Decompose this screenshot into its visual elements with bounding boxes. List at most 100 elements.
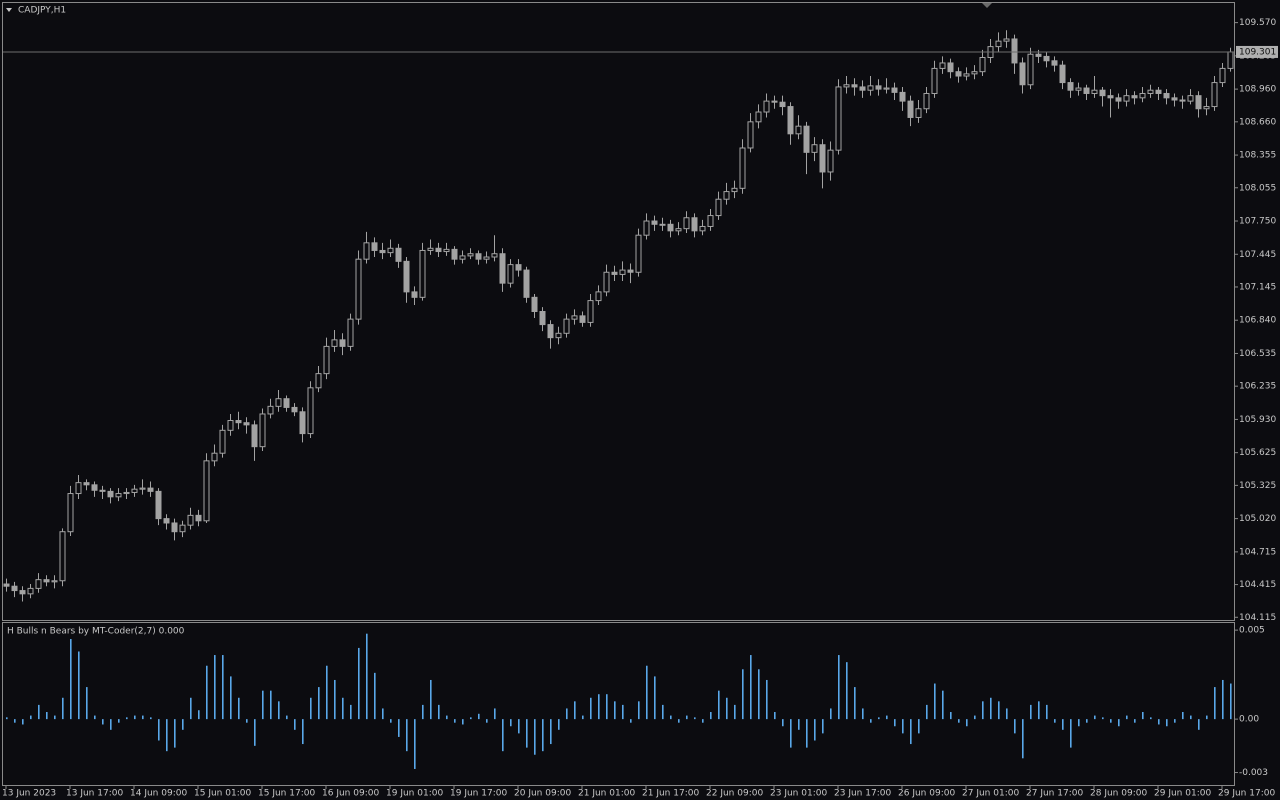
histogram-bar — [382, 708, 384, 720]
x-tick-label: 15 Jun 01:00 — [194, 789, 251, 799]
histogram-bar — [918, 719, 920, 734]
histogram-bar — [566, 708, 568, 720]
x-tick-label: 13 Jun 2023 — [2, 789, 56, 799]
candle-body — [1051, 60, 1058, 66]
candle-body — [651, 220, 658, 225]
histogram-bar — [78, 651, 80, 720]
candle-body — [643, 220, 650, 236]
candle-body — [771, 100, 778, 103]
candle-body — [1179, 99, 1186, 102]
histogram-bar — [182, 719, 184, 730]
histogram-bar — [494, 708, 496, 720]
candle-body — [1155, 89, 1162, 94]
candle-body — [739, 147, 746, 189]
candle-body — [667, 223, 674, 232]
candle-body — [1139, 92, 1146, 99]
candle-body — [1147, 89, 1154, 94]
y-tick-label: 104.415 — [1239, 580, 1276, 590]
histogram-bar — [102, 719, 104, 725]
histogram-bar — [958, 719, 960, 723]
x-tick-label: 27 Jun 01:00 — [962, 789, 1019, 799]
y-tick-label: 108.055 — [1239, 183, 1276, 193]
histogram-bar — [1206, 715, 1208, 720]
histogram-bar — [454, 719, 456, 723]
candle-body — [1203, 106, 1210, 110]
candle-body — [67, 493, 74, 533]
x-tick-label: 19 Jun 17:00 — [450, 789, 507, 799]
indicator-pane — [2, 622, 1235, 786]
candle-body — [635, 234, 642, 273]
candle-body — [43, 579, 50, 583]
histogram-bar — [70, 639, 72, 720]
histogram-bar — [158, 719, 160, 741]
candle-body — [1075, 87, 1082, 91]
candle-body — [755, 111, 762, 123]
candle-body — [107, 490, 114, 498]
candle-body — [315, 373, 322, 389]
histogram-bar — [86, 687, 88, 720]
histogram-bar — [350, 704, 352, 720]
histogram-bar — [622, 704, 624, 720]
histogram-bar — [822, 719, 824, 734]
histogram-bar — [1230, 683, 1232, 720]
histogram-bar — [302, 719, 304, 745]
histogram-bar — [126, 717, 128, 720]
candle-body — [811, 144, 818, 153]
histogram-bar — [438, 704, 440, 720]
candle-body — [875, 85, 882, 90]
candle-body — [827, 149, 834, 173]
histogram-bar — [902, 719, 904, 734]
symbol-menu-arrow[interactable] — [6, 8, 12, 12]
candle-body — [571, 315, 578, 320]
candle-body — [883, 87, 890, 90]
x-tick-label: 15 Jun 17:00 — [258, 789, 315, 799]
candle-body — [491, 253, 498, 258]
histogram-bar — [198, 710, 200, 720]
histogram-bar — [1190, 715, 1192, 720]
histogram-bar — [686, 715, 688, 720]
x-tick-label: 29 Jun 01:00 — [1154, 789, 1211, 799]
candle-body — [123, 491, 130, 495]
histogram-bar — [270, 690, 272, 720]
y-tick-label: 107.145 — [1239, 282, 1276, 292]
histogram-bar — [694, 717, 696, 720]
histogram-bar — [470, 717, 472, 720]
histogram-bar — [830, 708, 832, 720]
histogram-bar — [862, 708, 864, 720]
candle-body — [403, 260, 410, 293]
candle-body — [699, 225, 706, 232]
candle-body — [179, 524, 186, 533]
candle-body — [1099, 89, 1106, 97]
x-tick-label: 28 Jun 09:00 — [1090, 789, 1147, 799]
candle-body — [75, 482, 82, 495]
histogram-bar — [1142, 712, 1144, 720]
y-tick-label: 105.325 — [1239, 481, 1276, 491]
candle-body — [1219, 67, 1226, 84]
histogram-bar — [534, 719, 536, 755]
candle-body — [843, 84, 850, 88]
candle-body — [867, 85, 874, 91]
candle-body — [83, 482, 90, 486]
histogram-bar — [590, 697, 592, 720]
x-tick-label: 14 Jun 09:00 — [130, 789, 187, 799]
candle-body — [555, 332, 562, 339]
candle-body — [363, 242, 370, 260]
candle-body — [715, 198, 722, 217]
y-tick-label: 109.570 — [1239, 18, 1276, 28]
histogram-bar — [766, 679, 768, 720]
candle-body — [523, 269, 530, 298]
candle-body — [395, 247, 402, 262]
histogram-bar — [406, 719, 408, 752]
histogram-bar — [702, 719, 704, 723]
histogram-bar — [518, 719, 520, 734]
y-tick-label: 105.625 — [1239, 448, 1276, 458]
histogram-bar — [390, 719, 392, 723]
histogram-bar — [1198, 719, 1200, 730]
x-tick-label: 21 Jun 17:00 — [642, 789, 699, 799]
histogram-bar — [966, 719, 968, 727]
candle-body — [971, 71, 978, 75]
candle-body — [891, 87, 898, 93]
histogram-bar — [1030, 704, 1032, 720]
histogram-bar — [838, 655, 840, 720]
